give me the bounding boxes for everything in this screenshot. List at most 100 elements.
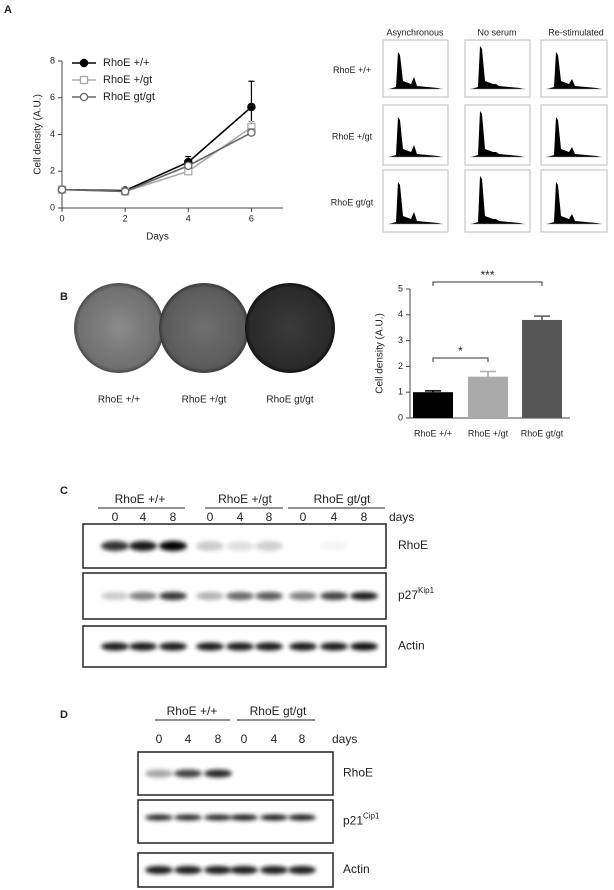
protein-superscript: Kip1 [418,586,435,595]
blot-label: Actin [398,639,425,653]
histogram [389,182,442,224]
column-header: No serum [477,27,516,37]
histogram [547,182,601,224]
blot-band [350,592,378,600]
marker [120,187,130,196]
blot-band [230,814,258,821]
blot-band [101,541,129,551]
blot-band [255,541,283,551]
blot-band [288,814,316,821]
panel-label: A [4,4,12,16]
blot-band [174,866,202,874]
series-line [61,126,252,193]
lane-unit: days [332,732,357,746]
y-tick-label: 5 [398,283,403,293]
significance-bracket [432,357,489,362]
lane-label: 4 [185,732,192,746]
colony-dish [74,283,164,373]
blot-band [159,592,187,600]
blot-band [289,642,317,651]
marker [57,185,67,194]
group-header: RhoE +/+ [167,704,218,718]
protein-name: p27 [398,588,418,602]
blot-band [226,592,254,600]
histogram [471,46,524,89]
blot-label: Actin [343,862,370,876]
lane-label: 4 [271,732,278,746]
y-tick-label: 4 [398,309,403,319]
blot-band [350,642,378,651]
y-tick-label: 2 [398,361,403,371]
protein-name: p21 [343,814,363,828]
group-header: RhoE gt/gt [314,492,371,506]
marker [247,128,256,137]
lane-label: 8 [170,510,177,524]
lane-label: 8 [361,510,368,524]
lane-label: 0 [241,732,248,746]
marker [79,58,89,68]
legend-label: RhoE gt/gt [103,91,155,103]
series-line [61,131,252,193]
lane-label: 0 [207,510,214,524]
blot-band [260,814,288,821]
blot-label: RhoE [343,766,373,780]
blot-band [145,769,173,778]
x-tick-label: RhoE +/gt [468,428,509,438]
error-bar [425,390,441,393]
marker [79,75,89,85]
bar [413,392,453,418]
lane-label: 4 [140,510,147,524]
row-label: RhoE +/gt [332,131,373,141]
x-tick-label: RhoE gt/gt [521,428,564,438]
marker [184,161,193,170]
blot-band [101,592,129,600]
error-bar [480,370,496,377]
y-tick-label: 8 [50,55,55,65]
blot-band [159,541,187,551]
lane-label: 0 [300,510,307,524]
column-header: Asynchronous [386,27,444,37]
colony-label: RhoE gt/gt [266,395,313,406]
colony-label: RhoE +/+ [98,395,140,406]
blot-label: p21Cip1 [343,812,380,828]
blot-band [129,541,157,551]
row-label: RhoE +/+ [333,65,371,75]
blot-band [196,592,224,600]
lane-label: 8 [266,510,273,524]
row-label: RhoE gt/gt [331,197,374,207]
blot-label: p27Kip1 [398,586,435,602]
x-tick-label: 6 [249,213,254,223]
blot-band [129,642,157,651]
lane-label: 4 [237,510,244,524]
protein-name: Actin [398,639,425,653]
y-tick-label: 3 [398,335,403,345]
histogram [547,52,601,89]
blot-band [174,814,202,821]
blot-band [196,642,224,651]
blot-band [204,769,232,778]
y-tick-label: 0 [50,202,55,212]
blot-band [101,642,129,651]
group-header: RhoE gt/gt [250,704,307,718]
blot-band [320,592,348,600]
blot-band [226,642,254,651]
blot-frame [137,799,334,844]
blot-band [204,866,232,874]
histogram-frame [540,169,608,233]
y-axis-label: Cell density (A.U.) [33,94,44,175]
protein-name: RhoE [398,538,428,552]
blot-band [255,592,283,600]
protein-superscript: Cip1 [363,812,380,821]
blot-band [226,541,254,551]
significance-label: *** [480,268,494,282]
lane-label: 0 [112,510,119,524]
protein-name: Actin [343,862,370,876]
group-header: RhoE +/+ [115,492,166,506]
histogram-frame [382,39,449,98]
x-tick-label: RhoE +/+ [414,428,452,438]
blot-band [288,866,316,874]
legend-label: RhoE +/gt [103,74,152,86]
blot-band [145,814,173,821]
panel-label: C [60,485,68,497]
